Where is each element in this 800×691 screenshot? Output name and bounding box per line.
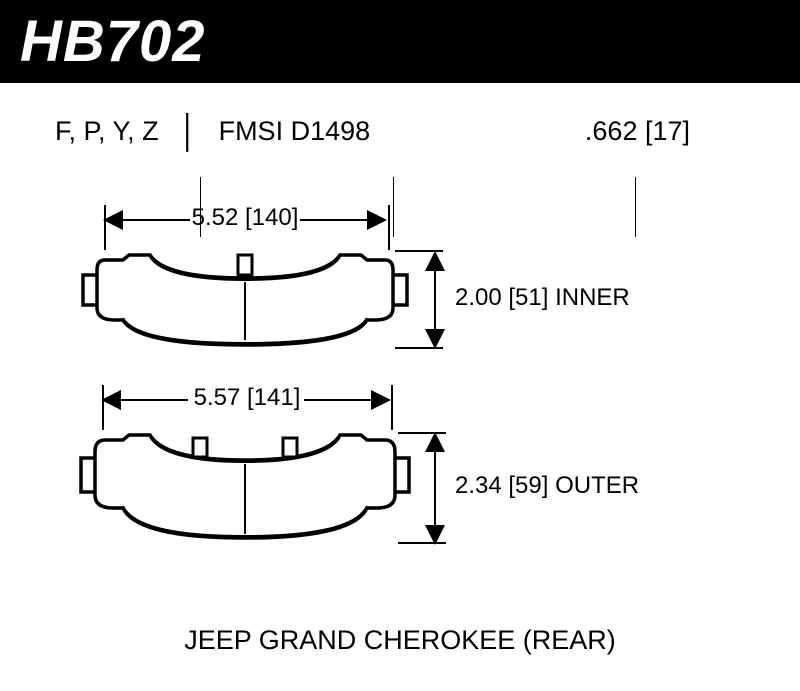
outer-height-label: 2.34 [59] OUTER: [455, 472, 755, 500]
diagram-area: 5.52 [140] 2.00 [: [0, 190, 800, 620]
inner-height-label: 2.00 [51] INNER: [455, 284, 755, 312]
compounds-list: F, P, Y, Z: [55, 116, 159, 147]
ext-lines-outer-h: [398, 430, 448, 548]
brake-pad-outer: [75, 410, 415, 565]
info-row: F, P, Y, Z │ FMSI D1498 .662 [17]: [0, 113, 800, 150]
ext-lines-inner-h: [395, 248, 445, 352]
part-number: HB702: [20, 9, 206, 74]
info-divider: │: [179, 113, 199, 150]
brake-pad-inner: [75, 230, 415, 375]
header-bar: HB702: [0, 0, 800, 83]
fmsi-code: FMSI D1498: [219, 116, 371, 147]
vehicle-label: JEEP GRAND CHEROKEE (REAR): [0, 625, 800, 656]
thickness-value: .662 [17]: [585, 116, 690, 147]
